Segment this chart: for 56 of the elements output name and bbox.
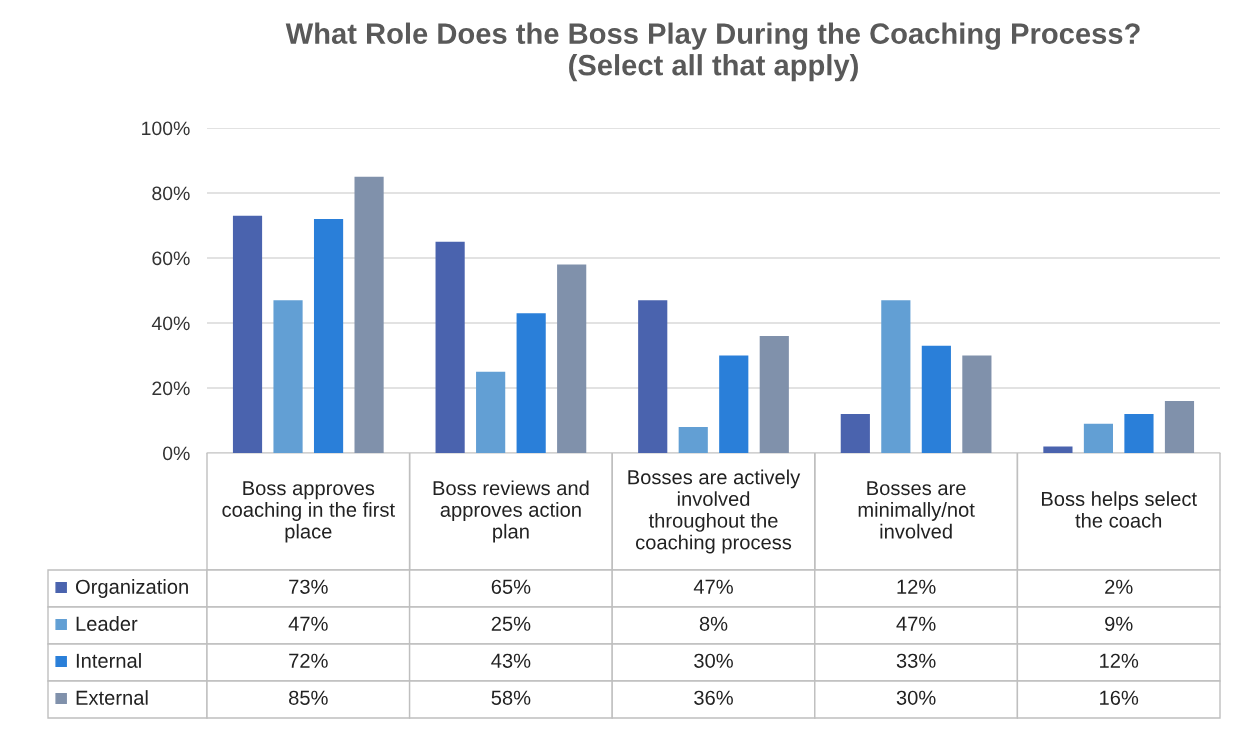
bar xyxy=(759,336,789,453)
bar xyxy=(516,313,546,453)
data-label: 73% xyxy=(289,579,328,594)
bar xyxy=(557,264,587,453)
bar xyxy=(273,300,303,453)
data-label: 65% xyxy=(491,579,531,594)
bar xyxy=(476,371,506,453)
legend-label: Internal xyxy=(76,653,141,668)
data-label: 30% xyxy=(694,653,733,668)
x-tick-label: Boss approves coaching in the first place xyxy=(222,481,395,543)
data-label: 47% xyxy=(693,579,733,594)
data-label: 30% xyxy=(896,690,936,705)
bar xyxy=(1083,423,1114,453)
y-tick-label: 20% xyxy=(152,381,190,396)
data-label: 85% xyxy=(289,690,328,705)
data-label: 33% xyxy=(896,653,936,668)
data-label: 12% xyxy=(1100,653,1139,668)
data-label: 43% xyxy=(491,653,531,668)
data-label: 72% xyxy=(289,653,328,668)
bar xyxy=(435,241,465,453)
bar xyxy=(1043,446,1073,453)
y-tick-label: 100% xyxy=(142,121,190,136)
x-tick-label: Bosses are minimally/not involved xyxy=(858,481,975,539)
data-label: 16% xyxy=(1100,690,1139,705)
bar xyxy=(840,414,870,453)
data-label: 8% xyxy=(699,616,728,631)
legend-label: Organization xyxy=(75,579,188,598)
data-label: 47% xyxy=(896,616,936,631)
data-label: 36% xyxy=(694,690,733,705)
data-label: 12% xyxy=(897,579,936,594)
x-tick-label: Bosses are actively involved throughout the coaching process xyxy=(628,469,801,554)
bar xyxy=(313,219,344,453)
data-label: 47% xyxy=(288,616,328,631)
data-label: 9% xyxy=(1105,616,1133,631)
x-tick-label: Boss helps select the coach xyxy=(1042,491,1197,528)
bar xyxy=(1124,414,1154,453)
bar xyxy=(678,427,708,453)
bar xyxy=(881,300,911,453)
y-tick-label: 0% xyxy=(162,446,190,461)
y-tick-label: 60% xyxy=(152,251,190,266)
bar xyxy=(232,215,263,453)
bar xyxy=(638,300,668,453)
legend-label: Leader xyxy=(76,616,138,631)
data-label: 25% xyxy=(491,616,531,631)
y-tick-label: 40% xyxy=(151,316,190,331)
bar xyxy=(354,176,384,453)
bar xyxy=(962,355,992,453)
bar xyxy=(921,345,951,453)
data-label: 2% xyxy=(1105,579,1133,594)
data-label: 58% xyxy=(491,690,531,705)
bar xyxy=(719,355,749,453)
bar xyxy=(1164,401,1195,453)
x-tick-label: Boss reviews and approves action plan xyxy=(433,480,589,543)
y-tick-label: 80% xyxy=(152,186,190,201)
chart-title: What Role Does the Boss Play During the Coaching Process? (Select all that apply) xyxy=(285,22,1140,82)
legend-label: External xyxy=(76,690,148,705)
